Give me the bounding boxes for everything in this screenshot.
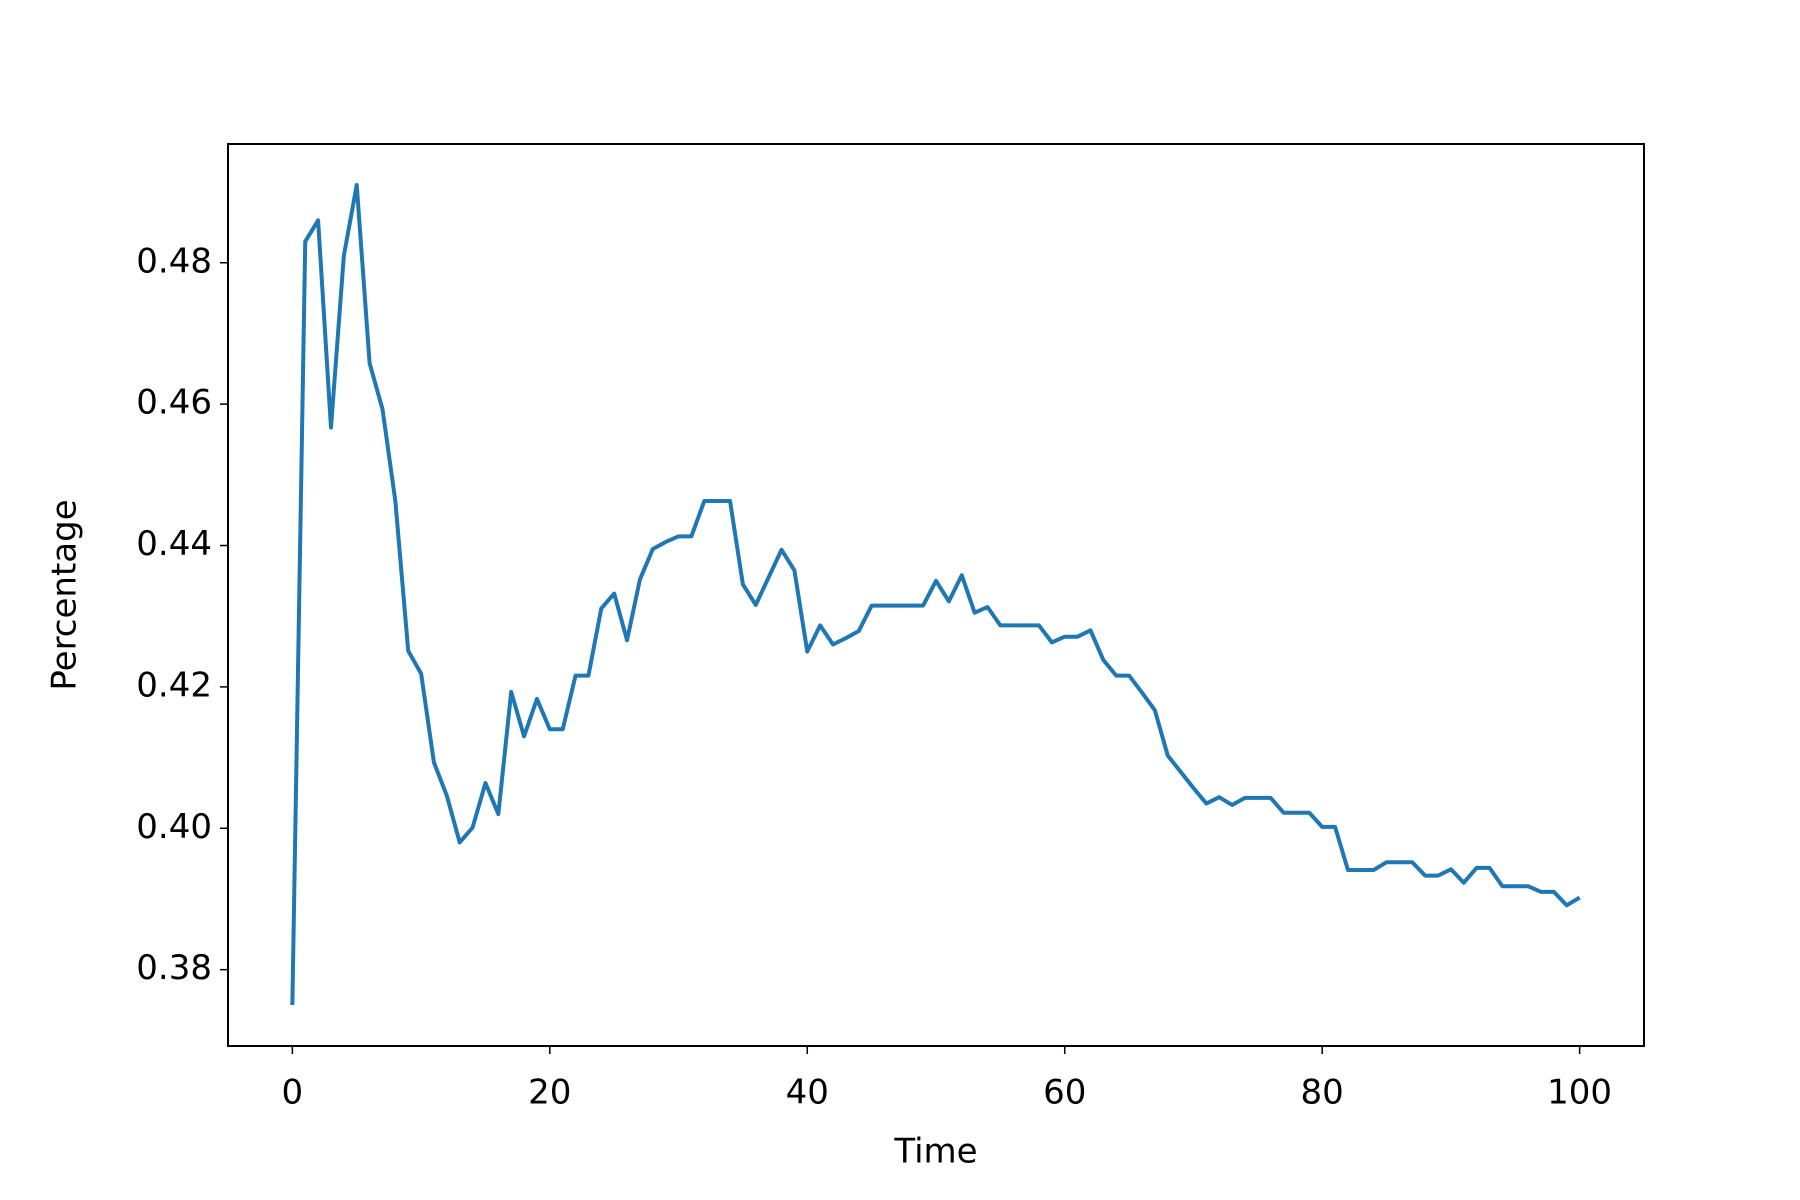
y-axis-label: Percentage [45, 499, 85, 690]
x-tick-label: 80 [1301, 1073, 1344, 1113]
y-tick-label: 0.46 [136, 383, 212, 423]
y-tick-label: 0.48 [136, 241, 212, 281]
x-axis-label: Time [893, 1132, 977, 1172]
x-tick-label: 0 [282, 1073, 304, 1113]
plot-frame [227, 143, 1645, 1047]
x-tick-label: 100 [1547, 1073, 1612, 1113]
y-tick-label: 0.44 [136, 524, 212, 564]
y-tick-label: 0.42 [136, 665, 212, 705]
data-line [290, 183, 1581, 1006]
x-tick-label: 40 [786, 1073, 829, 1113]
x-tick-label: 20 [528, 1073, 571, 1113]
y-tick-label: 0.38 [136, 948, 212, 988]
x-tick-label: 60 [1043, 1073, 1086, 1113]
y-tick-label: 0.40 [136, 807, 212, 847]
